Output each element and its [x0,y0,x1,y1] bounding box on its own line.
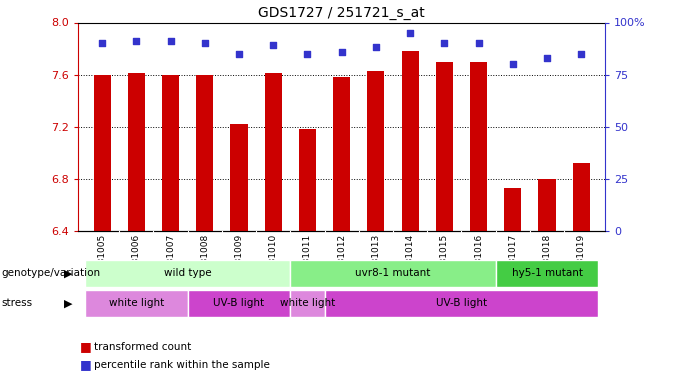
Text: percentile rank within the sample: percentile rank within the sample [94,360,270,369]
Bar [162,75,179,231]
Bar [324,290,598,317]
Bar [573,163,590,231]
Bar [85,260,290,287]
Point [371,45,381,51]
Text: white light: white light [109,298,164,308]
Bar [290,260,496,287]
Bar [188,290,290,317]
Point [302,51,313,57]
Point [405,30,415,36]
Text: ■: ■ [80,358,92,371]
Point [337,49,347,55]
Text: ▶: ▶ [64,298,72,308]
Text: white light: white light [280,298,335,308]
Point [131,38,142,44]
Bar [265,73,282,231]
Bar [197,75,214,231]
Bar [402,51,419,231]
Point [541,55,552,61]
Text: ■: ■ [80,340,92,353]
Text: genotype/variation: genotype/variation [1,268,101,278]
Text: wild type: wild type [164,268,211,278]
Point [97,40,107,46]
Title: GDS1727 / 251721_s_at: GDS1727 / 251721_s_at [258,6,425,20]
Bar [85,290,188,317]
Text: uvr8-1 mutant: uvr8-1 mutant [356,268,430,278]
Point [473,40,484,46]
Text: hy5-1 mutant: hy5-1 mutant [511,268,583,278]
Text: ▶: ▶ [64,268,72,278]
Bar [505,188,522,231]
Bar [539,178,556,231]
Bar [290,290,324,317]
Text: transformed count: transformed count [94,342,191,352]
Bar [333,77,350,231]
Bar [299,129,316,231]
Bar [94,75,111,231]
Bar [128,73,145,231]
Point [507,61,518,67]
Bar [496,260,598,287]
Point [199,40,210,46]
Text: UV-B light: UV-B light [214,298,265,308]
Text: UV-B light: UV-B light [436,298,487,308]
Point [268,42,279,48]
Bar [436,62,453,231]
Text: stress: stress [1,298,33,308]
Point [165,38,176,44]
Bar [470,62,487,231]
Point [234,51,245,57]
Point [576,51,587,57]
Bar [231,124,248,231]
Point [439,40,449,46]
Bar [367,70,384,231]
